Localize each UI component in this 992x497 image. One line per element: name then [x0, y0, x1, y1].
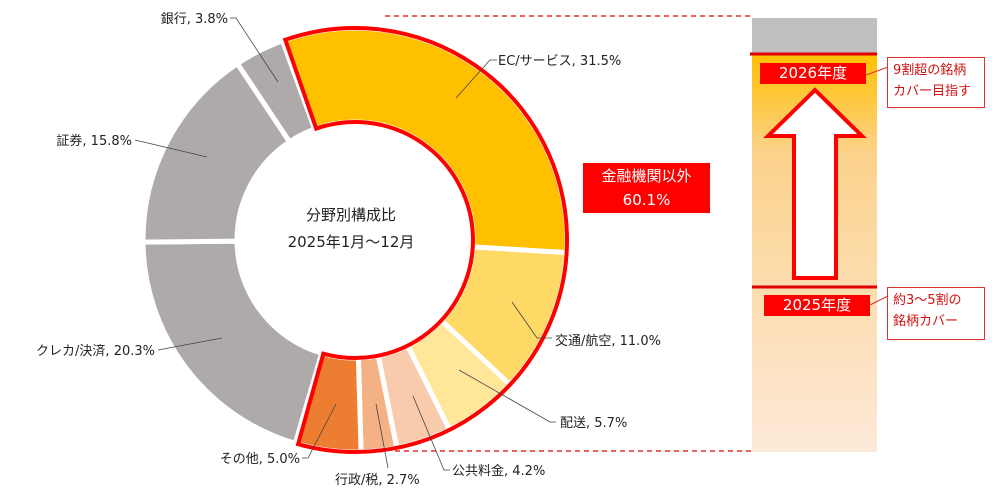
leader-line — [134, 139, 208, 158]
leader-line — [157, 337, 223, 351]
slice-label: その他, 5.0% — [220, 452, 300, 467]
side-panel-gray — [752, 18, 877, 54]
slice-label: クレカ/決済, 20.3% — [36, 343, 155, 359]
year-badge-2026: 2026年度 — [760, 63, 866, 84]
slice-8 — [140, 60, 294, 245]
callout-2026: 9割超の銘柄 カバー目指す — [887, 57, 985, 108]
slice-label: 交通/航空, 11.0% — [555, 333, 661, 349]
highlight-group-outline — [282, 26, 569, 454]
leader-line — [511, 301, 552, 339]
highlight-group-badge: 金融機関以外 60.1% — [583, 163, 710, 213]
callout-line: 9割超の銘柄 — [893, 63, 967, 78]
callout-line: 銘柄カバー — [893, 314, 959, 329]
callout-pointer — [865, 66, 889, 76]
slice-label: 証券, 15.8% — [56, 133, 132, 149]
highlight-group-value: 60.1% — [622, 191, 671, 209]
leader-line — [458, 369, 556, 423]
slice-7 — [140, 238, 325, 447]
leader-line — [412, 395, 450, 471]
chart-subtitle: 2025年1月〜12月 — [288, 233, 415, 251]
slice-label: 銀行, 3.8% — [161, 12, 228, 27]
leader-line — [302, 403, 337, 459]
leader-line — [375, 403, 389, 469]
up-arrow-icon — [763, 87, 867, 280]
slice-label: 行政/税, 2.7% — [335, 473, 420, 488]
chart-title: 分野別構成比 — [306, 206, 396, 224]
slice-9 — [233, 37, 318, 146]
callout-2025: 約3〜5割の 銘柄カバー — [887, 287, 985, 340]
leader-line — [455, 59, 497, 99]
callout-pointer — [869, 295, 889, 306]
callout-line: カバー目指す — [893, 84, 972, 99]
leader-line — [230, 17, 279, 83]
highlight-group-label: 金融機関以外 — [601, 167, 692, 185]
slice-label: 配送, 5.7% — [560, 416, 627, 431]
slice-label: EC/サービス, 31.5% — [498, 54, 621, 69]
year-badge-2025: 2025年度 — [764, 295, 870, 316]
slice-label: 公共料金, 4.2% — [452, 463, 545, 479]
callout-line: 約3〜5割の — [893, 293, 962, 308]
